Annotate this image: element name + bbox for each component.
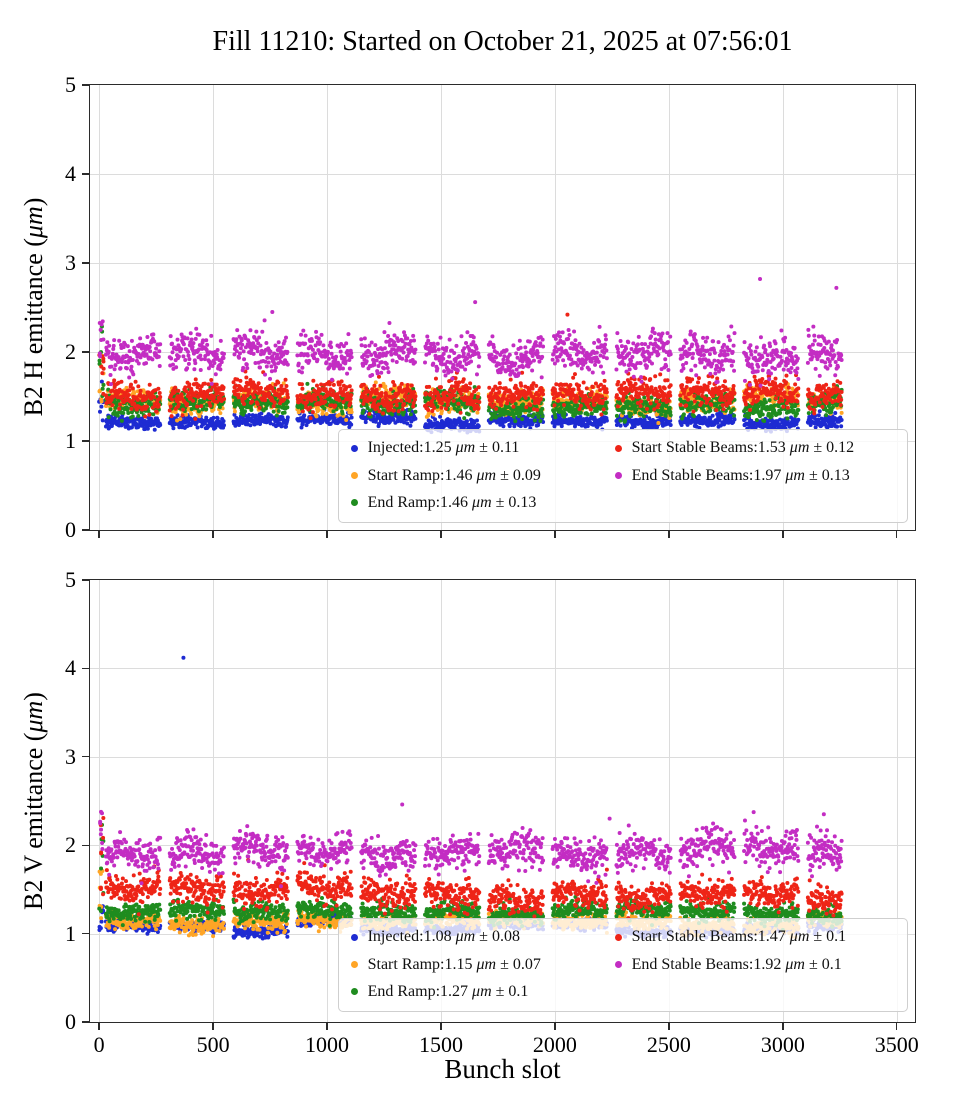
subplot-b2v: Injected:1.08 μm ± 0.08 Start Ramp:1.15 μ…: [88, 578, 916, 1023]
legend-item-label: Start Ramp:1.46 μm ± 0.09: [367, 466, 541, 484]
legend-marker-dot: [350, 499, 358, 507]
y-axis-label-b2v: B2 V emittance (μm): [19, 692, 48, 910]
y-tick-mark: [82, 529, 90, 531]
legend-item-label: End Stable Beams:1.92 μm ± 0.1: [631, 955, 842, 973]
x-tick-mark: [440, 1022, 442, 1030]
y-tick-label: 5: [65, 567, 76, 592]
legend-marker-dot: [614, 961, 622, 969]
y-tick-label: 2: [65, 832, 76, 858]
x-tick-label: 2000: [532, 1032, 577, 1057]
y-tick-mark: [82, 579, 90, 581]
x-tick-mark: [326, 1022, 328, 1030]
x-tick-mark: [668, 530, 670, 538]
legend-item-label: Start Ramp:1.15 μm ± 0.07: [367, 955, 541, 973]
y-tick-label: 1: [65, 920, 76, 946]
y-tick-label: 0: [65, 1009, 76, 1034]
y-axis-label-b2h: B2 H emittance (μm): [19, 197, 48, 417]
x-tick-mark: [782, 1022, 784, 1030]
legend-item: Start Stable Beams:1.47 μm ± 0.1: [614, 924, 895, 951]
legend-item-label: End Ramp:1.27 μm ± 0.1: [367, 982, 529, 1000]
legend-item: Injected:1.08 μm ± 0.08: [350, 924, 615, 951]
legend-marker-dot: [350, 472, 358, 480]
x-tick-mark: [668, 1022, 670, 1030]
x-axis-label: Bunch slot: [444, 1054, 561, 1084]
y-tick-mark: [82, 440, 90, 442]
legend-marker-dot: [350, 444, 358, 452]
legend-item: Start Ramp:1.46 μm ± 0.09: [350, 462, 615, 489]
y-tick-label: 3: [65, 250, 76, 275]
y-tick-mark: [82, 173, 90, 175]
x-tick-label: 0: [93, 1032, 105, 1057]
x-tick-mark: [212, 1022, 214, 1030]
x-tick-label: 1500: [418, 1032, 463, 1057]
x-tick-mark: [554, 530, 556, 538]
x-tick-mark: [440, 530, 442, 538]
legend-item-label: Start Stable Beams:1.53 μm ± 0.12: [631, 439, 855, 457]
x-tick-label: 1000: [305, 1032, 350, 1057]
legend-item: End Ramp:1.27 μm ± 0.1: [350, 978, 615, 1005]
y-tick-label: 0: [65, 517, 76, 542]
figure-title: Fill 11210: Started on October 21, 2025 …: [212, 26, 793, 57]
legend-b2v: Injected:1.08 μm ± 0.08 Start Ramp:1.15 μ…: [337, 917, 908, 1012]
x-tick-mark: [326, 530, 328, 538]
y-tick-mark: [82, 667, 90, 670]
legend-item: Start Ramp:1.15 μm ± 0.07: [350, 951, 615, 978]
legend-item-label: Injected:1.25 μm ± 0.11: [367, 439, 520, 457]
legend-marker-dot: [614, 933, 622, 941]
x-tick-label: 500: [196, 1032, 230, 1057]
x-tick-mark: [98, 1022, 100, 1030]
y-tick-mark: [82, 756, 90, 758]
y-tick-label: 5: [65, 72, 76, 97]
x-tick-mark: [98, 530, 100, 538]
x-tick-label: 3500: [874, 1032, 919, 1057]
legend-marker-dot: [350, 933, 358, 941]
legend-marker-dot: [614, 444, 622, 452]
y-tick-mark: [82, 1021, 90, 1023]
x-tick-mark: [896, 1022, 898, 1030]
y-tick-mark: [82, 844, 90, 846]
legend-item-label: Start Stable Beams:1.47 μm ± 0.1: [631, 928, 847, 946]
x-tick-mark: [896, 530, 898, 538]
x-tick-label: 2500: [646, 1032, 691, 1057]
x-tick-label: 3000: [760, 1032, 805, 1057]
y-tick-label: 3: [65, 743, 76, 769]
legend-marker-dot: [350, 961, 358, 969]
subplot-b2h: Injected:1.25 μm ± 0.11 Start Ramp:1.46 μ…: [88, 83, 916, 531]
x-tick-mark: [782, 530, 784, 538]
legend-b2h: Injected:1.25 μm ± 0.11 Start Ramp:1.46 μ…: [337, 428, 908, 523]
legend-item-label: End Ramp:1.46 μm ± 0.13: [367, 493, 537, 511]
legend-marker-dot: [614, 472, 622, 480]
y-tick-mark: [82, 932, 90, 935]
legend-item-label: End Stable Beams:1.97 μm ± 0.13: [631, 466, 850, 484]
legend-item: Start Stable Beams:1.53 μm ± 0.12: [614, 435, 895, 462]
y-tick-label: 4: [65, 655, 76, 681]
legend-item: Injected:1.25 μm ± 0.11: [350, 435, 615, 462]
legend-item: End Stable Beams:1.97 μm ± 0.13: [614, 462, 895, 489]
y-tick-label: 1: [65, 428, 76, 453]
y-tick-mark: [82, 351, 90, 353]
y-tick-mark: [82, 262, 90, 264]
legend-item-label: Injected:1.08 μm ± 0.08: [367, 928, 520, 946]
y-tick-label: 2: [65, 339, 76, 364]
y-tick-label: 4: [65, 161, 76, 186]
x-tick-mark: [554, 1022, 556, 1030]
legend-marker-dot: [350, 988, 358, 996]
legend-item: End Stable Beams:1.92 μm ± 0.1: [614, 951, 895, 978]
legend-item: End Ramp:1.46 μm ± 0.13: [350, 489, 615, 516]
y-tick-mark: [82, 84, 90, 86]
x-tick-mark: [212, 530, 214, 538]
